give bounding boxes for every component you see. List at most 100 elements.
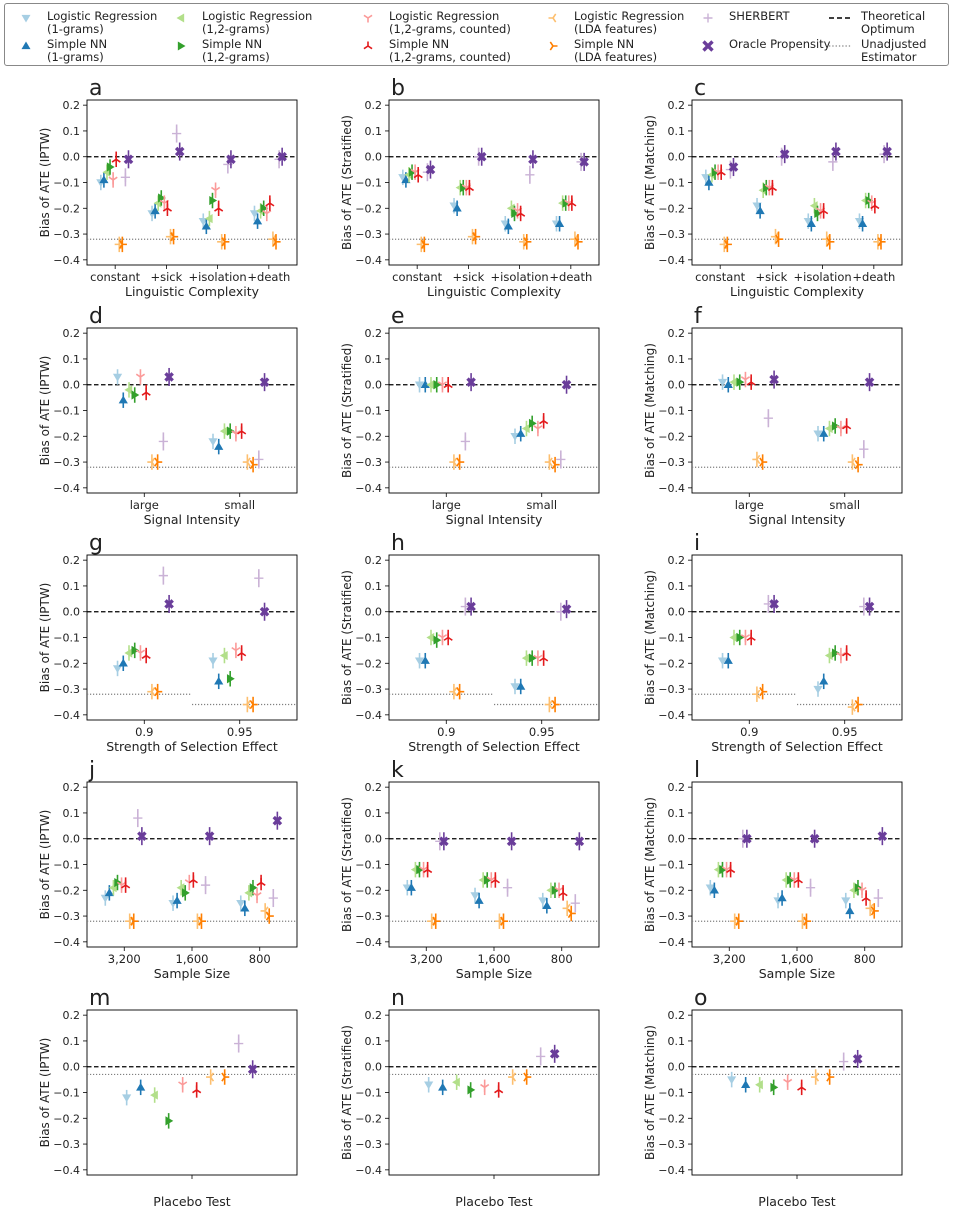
y-axis-label: Bias of ATE (IPTW) [38, 1038, 52, 1148]
panel-letter: m [89, 986, 110, 1011]
data-point [164, 367, 174, 387]
data-point [226, 423, 235, 439]
x-tick-label: +sick [150, 270, 182, 284]
y-axis-label: Bias of ATE (Stratified) [340, 797, 354, 932]
x-axis-label: Signal Intensity [144, 512, 241, 527]
data-point [237, 645, 247, 661]
data-point [131, 387, 140, 403]
data-point [420, 652, 430, 669]
y-tick-label: 0.0 [668, 379, 686, 392]
data-point [231, 425, 241, 442]
data-point [870, 197, 880, 214]
x-tick-label: +death [852, 270, 895, 284]
y-axis-label: Bias of ATE (Matching) [643, 343, 657, 478]
data-point [538, 892, 548, 909]
data-point [723, 376, 733, 393]
data-point [111, 151, 121, 168]
data-point [740, 629, 751, 646]
data-point [859, 597, 869, 616]
data-point [172, 892, 182, 909]
data-point [769, 370, 779, 389]
data-point [542, 898, 552, 914]
data-point [841, 892, 851, 909]
data-point [165, 1113, 174, 1129]
y-tick-label: −0.3 [658, 683, 685, 696]
data-point [249, 696, 258, 713]
data-point [864, 597, 875, 616]
data-point [845, 903, 855, 919]
data-point [252, 213, 263, 229]
x-tick-label: 1,600 [781, 952, 814, 966]
y-tick-label: −0.1 [53, 859, 80, 872]
data-point [141, 384, 151, 401]
data-point [882, 142, 892, 161]
data-point [112, 660, 123, 677]
data-point [198, 913, 207, 929]
data-point [443, 629, 453, 646]
x-tick-label: 0.9 [740, 725, 758, 739]
x-tick-label: 0.95 [529, 725, 555, 739]
data-point [723, 652, 733, 669]
legend-marker [702, 40, 714, 52]
data-point [249, 456, 258, 473]
data-point [158, 566, 168, 585]
y-tick-label: 0.1 [63, 125, 81, 138]
y-tick-label: −0.1 [355, 859, 382, 872]
data-point [268, 888, 278, 908]
data-point [490, 872, 500, 888]
data-point [729, 629, 738, 646]
y-tick-label: −0.2 [53, 430, 80, 443]
data-point [831, 418, 840, 434]
data-point [204, 827, 215, 846]
data-point [231, 642, 241, 659]
y-tick-label: 0.2 [63, 781, 81, 794]
data-point [861, 890, 871, 906]
legend-marker [829, 17, 851, 19]
data-point [474, 892, 484, 909]
data-point [551, 882, 560, 899]
legend-marker [21, 41, 31, 50]
data-point [567, 195, 577, 211]
data-point [528, 150, 538, 169]
data-point [484, 872, 492, 888]
y-tick-label: 0.2 [668, 99, 686, 112]
panel-letter: l [694, 758, 700, 783]
panel-letter: o [694, 986, 707, 1011]
data-point [420, 236, 429, 253]
data-point [416, 861, 425, 878]
data-point [135, 369, 146, 385]
panel-letter: j [88, 758, 95, 783]
data-point [873, 888, 883, 908]
data-point [237, 423, 247, 439]
data-point [494, 1082, 504, 1098]
legend-label: Unadjusted Estimator [861, 37, 927, 64]
legend-marker [363, 14, 373, 23]
y-tick-label: −0.1 [53, 1087, 80, 1100]
y-tick-label: 0.2 [668, 1009, 686, 1022]
y-tick-label: −0.3 [355, 1138, 382, 1151]
data-point [521, 420, 530, 437]
axes-frame [86, 327, 298, 494]
panel-letter: n [391, 986, 405, 1011]
data-point [208, 652, 218, 669]
data-point [226, 671, 235, 687]
data-point [729, 374, 738, 390]
data-point [249, 205, 260, 222]
data-point [259, 602, 270, 621]
data-point [466, 373, 476, 392]
legend-marker [363, 41, 373, 50]
data-point [214, 673, 224, 690]
panel-g: g 0.2 0.1 0.0 −0.1 −0.2 −0.3 −0.4 Bias of ATE (I… [38, 531, 298, 754]
data-point [118, 655, 128, 672]
data-point [108, 172, 118, 188]
y-tick-label: −0.3 [355, 910, 382, 923]
data-point [460, 597, 470, 616]
data-point [579, 152, 589, 171]
data-point [252, 887, 262, 904]
y-tick-label: 0.2 [365, 327, 383, 340]
data-point [719, 861, 728, 878]
data-point [752, 451, 761, 468]
data-point [154, 683, 163, 700]
